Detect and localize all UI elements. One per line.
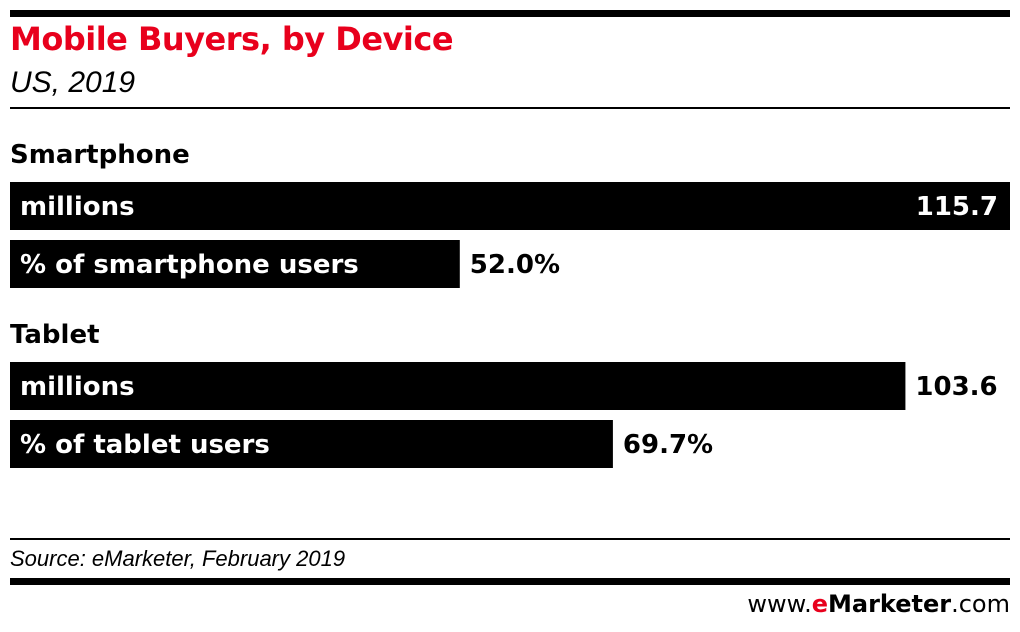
top-rule (10, 10, 1010, 17)
brand-e: e (811, 590, 829, 618)
bar-tablet-1 (10, 420, 613, 468)
bar-label-smartphone-1: % of smartphone users (20, 250, 359, 280)
bar-label-tablet-1: % of tablet users (20, 430, 270, 460)
brand-url: www.eMarketer.com (747, 590, 1010, 618)
bar-label-tablet-0: millions (20, 372, 135, 402)
group-label-smartphone: Smartphone (10, 140, 190, 170)
bar-smartphone-1 (10, 240, 460, 288)
bar-label-smartphone-0: millions (20, 192, 135, 222)
chart-subtitle: US, 2019 (10, 66, 136, 99)
bar-tablet-0 (10, 362, 906, 410)
brand-suffix: .com (951, 590, 1010, 618)
data-label-tablet-1: 69.7% (623, 430, 713, 460)
footer-divider (10, 538, 1010, 540)
brand-prefix: www. (747, 590, 812, 618)
data-label-smartphone-1: 52.0% (470, 250, 560, 280)
bar-smartphone-0 (10, 182, 1010, 230)
data-label-tablet-0: 103.6 (915, 372, 997, 402)
source-note: Source: eMarketer, February 2019 (10, 546, 346, 571)
header-divider (10, 107, 1010, 109)
chart-title: Mobile Buyers, by Device (10, 20, 454, 58)
data-label-smartphone-0: 115.7 (916, 192, 998, 222)
group-label-tablet: Tablet (10, 320, 100, 350)
bottom-rule (10, 578, 1010, 585)
brand-name: Marketer (828, 590, 952, 618)
